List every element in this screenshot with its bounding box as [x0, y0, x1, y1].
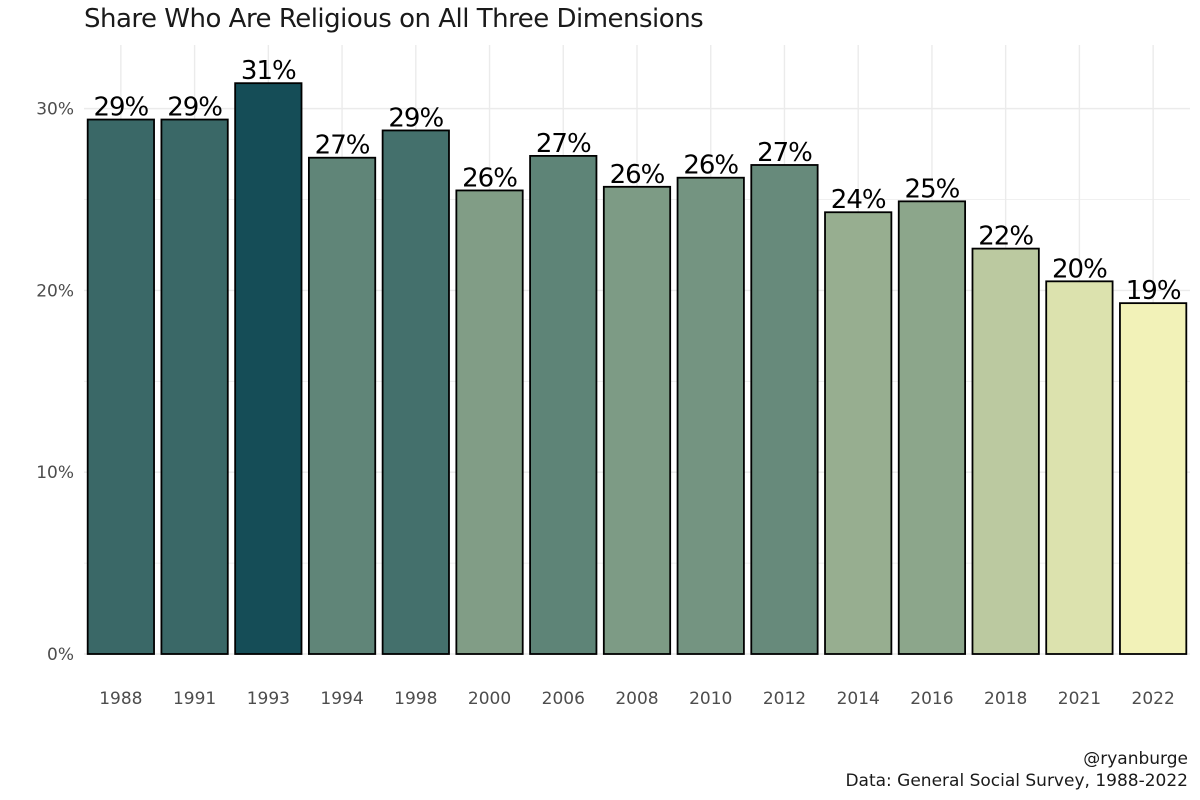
bar-2012: [750, 164, 819, 655]
data-label-2012: 27%: [757, 138, 812, 168]
data-label-2018: 22%: [978, 222, 1033, 252]
data-label-2021: 20%: [1052, 254, 1107, 284]
data-label-1994: 27%: [315, 131, 370, 161]
bar-1994: [307, 156, 377, 655]
bar-2021: [1045, 280, 1114, 655]
bar-2018: [971, 247, 1040, 655]
data-label-2022: 19%: [1126, 276, 1181, 306]
bar-2000: [455, 189, 524, 655]
bar-2008: [602, 185, 672, 655]
data-label-2014: 24%: [831, 185, 886, 215]
y-tick-label: 30%: [36, 100, 74, 120]
data-label-1998: 29%: [388, 103, 443, 133]
data-label-1993: 31%: [241, 56, 296, 86]
x-tick-label: 1988: [99, 689, 142, 709]
x-tick-label: 1998: [394, 689, 437, 709]
bars: [86, 82, 1188, 655]
bar-1991: [160, 118, 229, 655]
x-tick-label: 2008: [615, 689, 658, 709]
data-label-2010: 26%: [683, 151, 738, 181]
x-axis-tick-labels: 1988 1991 1993 1994 1998 2000 2006 2008 2010 2012…: [99, 689, 1175, 709]
x-tick-label: 2000: [468, 689, 511, 709]
x-tick-label: 2022: [1132, 689, 1175, 709]
x-tick-label: 2021: [1058, 689, 1101, 709]
x-tick-label: 2012: [763, 689, 806, 709]
x-tick-label: 1994: [320, 689, 363, 709]
bar-2006: [529, 154, 598, 655]
data-label-2000: 26%: [462, 163, 517, 193]
x-tick-label: 2010: [689, 689, 732, 709]
x-tick-label: 1991: [173, 689, 216, 709]
data-label-1991: 29%: [167, 93, 222, 123]
y-tick-label: 0%: [47, 645, 74, 665]
y-axis-tick-labels: 0% 10% 20% 30%: [36, 100, 74, 665]
data-label-2016: 25%: [905, 174, 960, 204]
bar-2014: [824, 211, 893, 655]
bar-2016: [897, 200, 967, 655]
data-label-1988: 29%: [93, 93, 148, 123]
bar-1993: [234, 82, 303, 655]
caption-source: Data: General Social Survey, 1988-2022: [845, 771, 1188, 791]
data-labels: 29% 29% 31% 27% 29% 26% 27% 26% 26% 27% 24% 25% 22% 2…: [93, 56, 1181, 306]
x-tick-label: 1993: [247, 689, 290, 709]
bar-2022: [1119, 302, 1188, 655]
caption-author: @ryanburge: [1083, 749, 1188, 769]
bar-1988: [86, 118, 155, 655]
x-tick-label: 2016: [910, 689, 953, 709]
x-tick-label: 2006: [542, 689, 585, 709]
x-tick-label: 2018: [984, 689, 1027, 709]
x-tick-label: 2014: [837, 689, 880, 709]
data-label-2006: 27%: [536, 129, 591, 159]
chart-title: Share Who Are Religious on All Three Dim…: [84, 4, 704, 34]
bar-1998: [381, 129, 450, 655]
y-tick-label: 20%: [36, 281, 74, 301]
data-label-2008: 26%: [610, 160, 665, 190]
y-tick-label: 10%: [36, 463, 74, 483]
caption: @ryanburge Data: General Social Survey, …: [845, 748, 1188, 792]
bar-2010: [676, 176, 745, 655]
